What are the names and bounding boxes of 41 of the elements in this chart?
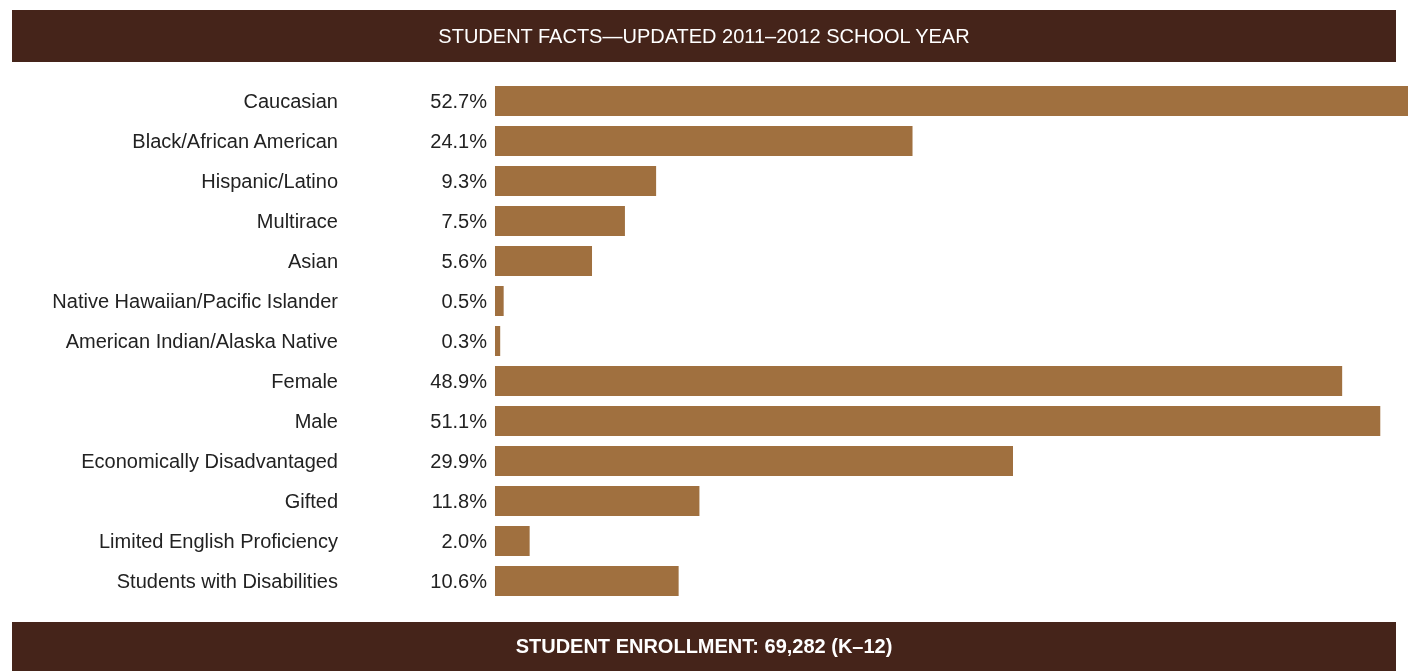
y-tick-label: American Indian/Alaska Native (65, 330, 338, 352)
y-tick-label: Hispanic/Latino (201, 170, 338, 192)
data-label: 0.5% (441, 290, 488, 312)
bar (495, 166, 657, 196)
data-label: 9.3% (441, 170, 488, 192)
y-tick-label: Native Hawaiian/Pacific Islander (52, 290, 339, 312)
data-label: 52.7% (430, 90, 488, 112)
y-tick-label: Asian (287, 250, 338, 272)
data-label: 11.8% (431, 490, 488, 512)
bar (495, 406, 1381, 436)
bar (495, 246, 593, 276)
y-tick-label: Limited English Proficiency (99, 530, 338, 552)
bar (495, 86, 1408, 116)
data-label: 48.9% (430, 370, 488, 392)
y-tick-label: Gifted (284, 490, 338, 512)
bar (495, 126, 913, 156)
bar (495, 326, 501, 356)
data-label: 0.3% (441, 330, 488, 352)
y-tick-label: Caucasian (243, 90, 338, 112)
data-label: 51.1% (430, 410, 488, 432)
chart-title: STUDENT FACTS—UPDATED 2011–2012 SCHOOL YEAR (12, 10, 1396, 62)
y-tick-label: Black/African American (132, 130, 338, 152)
data-label: 29.9% (430, 450, 488, 472)
text: STUDENT ENROLLMENT: 69,282 (K–12) (12, 622, 1396, 671)
data-label: 2.0% (441, 530, 488, 552)
bar (495, 286, 504, 316)
data-label: 7.5% (441, 210, 488, 232)
bar (495, 526, 530, 556)
bar (495, 566, 679, 596)
data-label: 10.6% (430, 570, 488, 592)
bar (495, 206, 625, 236)
bar (495, 486, 700, 516)
y-tick-label: Students with Disabilities (116, 570, 338, 592)
y-tick-label: Multirace (256, 210, 338, 232)
bar (495, 446, 1013, 476)
data-label: 24.1% (430, 130, 488, 152)
y-tick-label: Male (294, 410, 338, 432)
data-label: 5.6% (441, 250, 488, 272)
y-tick-label: Female (271, 370, 338, 392)
y-tick-label: Economically Disadvantaged (81, 450, 338, 472)
bar (495, 366, 1343, 396)
